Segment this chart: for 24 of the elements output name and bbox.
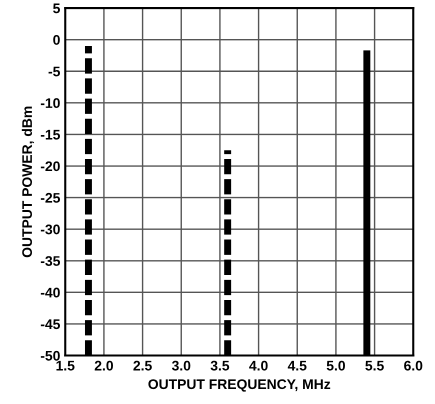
x-tick-label: 5.0 bbox=[326, 360, 345, 371]
x-tick-label: 2.5 bbox=[133, 360, 152, 371]
x-axis-title: OUTPUT FREQUENCY, MHz bbox=[148, 379, 330, 392]
y-tick-label: -30 bbox=[40, 224, 60, 234]
x-tick-label: 3.5 bbox=[210, 360, 230, 371]
y-tick-label: -45 bbox=[40, 319, 60, 330]
y-tick-label: -15 bbox=[40, 130, 60, 140]
y-tick-label: -20 bbox=[40, 161, 60, 172]
y-tick-label: -10 bbox=[40, 98, 60, 108]
x-tick-label: 5.5 bbox=[365, 360, 384, 371]
y-tick-label: -25 bbox=[40, 192, 60, 203]
x-tick-label: 2.0 bbox=[94, 360, 113, 371]
y-tick-label: 0 bbox=[53, 35, 60, 45]
x-tick-label: 1.5 bbox=[56, 360, 75, 371]
y-axis-title: OUTPUT POWER, dBm bbox=[22, 106, 34, 258]
x-tick-label: 3.0 bbox=[172, 360, 190, 371]
y-tick-label: 5 bbox=[53, 4, 60, 14]
x-tick-label: 4.0 bbox=[249, 360, 268, 371]
x-tick-label: 4.5 bbox=[288, 360, 307, 371]
y-tick-label: -5 bbox=[48, 66, 60, 76]
y-tick-label: -50 bbox=[40, 350, 60, 361]
y-tick-label: -35 bbox=[40, 256, 60, 266]
x-tick-label: 6.0 bbox=[404, 360, 422, 371]
y-tick-label: -40 bbox=[40, 288, 60, 298]
